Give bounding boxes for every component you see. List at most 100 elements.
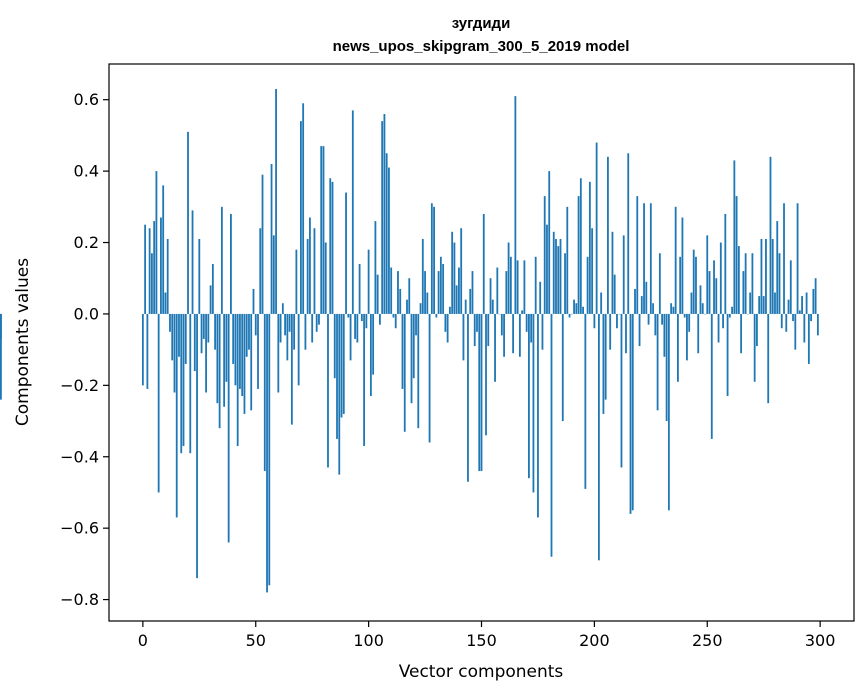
bar-113 — [397, 271, 399, 314]
bar-207 — [609, 313, 612, 350]
bar-57 — [270, 163, 273, 314]
bar-255 — [717, 313, 720, 343]
bar-250 — [706, 235, 709, 314]
bar-71 — [302, 103, 305, 314]
y-tick-label: −0.6 — [60, 519, 99, 538]
bar-270 — [751, 253, 754, 314]
bar-143 — [464, 299, 467, 314]
bar-26 — [200, 313, 203, 354]
bar-111 — [392, 313, 395, 318]
bar-227 — [654, 313, 657, 336]
bar-72 — [304, 313, 307, 350]
bar-281 — [776, 221, 779, 314]
bar-122 — [417, 313, 420, 429]
bar-278 — [769, 156, 772, 314]
bar-262 — [733, 160, 736, 314]
bar-61 — [279, 313, 282, 343]
bar-58 — [272, 235, 275, 314]
bar-17 — [180, 313, 183, 454]
y-tick-label: −0.2 — [60, 376, 99, 395]
bar-264 — [737, 246, 740, 314]
bar-23 — [193, 313, 196, 372]
x-tick-label: 250 — [692, 631, 723, 650]
bar-60 — [277, 313, 280, 393]
bar-263 — [735, 196, 738, 314]
bar-133 — [442, 263, 445, 314]
bar-294 — [805, 292, 808, 314]
bar-93 — [351, 110, 354, 314]
bar-209 — [613, 274, 616, 314]
bar-108 — [385, 153, 388, 314]
bar-210 — [616, 313, 618, 329]
bar-257 — [722, 313, 724, 329]
bar-295 — [807, 313, 810, 364]
bar-171 — [528, 313, 530, 479]
bar-149 — [478, 313, 481, 472]
bar-154 — [489, 278, 492, 314]
bar-181 — [550, 313, 553, 557]
bar-220 — [638, 313, 641, 347]
bar-114 — [399, 288, 402, 314]
bar-35 — [220, 206, 223, 314]
bar-15 — [175, 313, 178, 518]
bar-251 — [708, 271, 711, 314]
bar-22 — [191, 210, 194, 314]
bar-144 — [467, 313, 469, 482]
bar-53 — [261, 174, 264, 314]
bar-124 — [421, 238, 424, 314]
bar-33 — [216, 313, 219, 404]
bar-123 — [419, 303, 422, 314]
bar-186 — [561, 313, 564, 422]
bar-131 — [437, 271, 440, 314]
bar-260 — [728, 313, 731, 318]
bar-166 — [516, 260, 519, 314]
bar-208 — [611, 231, 614, 314]
bar-42 — [236, 313, 239, 447]
bar-130 — [435, 313, 438, 318]
bar-87 — [338, 313, 341, 475]
bar-20 — [187, 131, 189, 314]
bar-284 — [783, 203, 785, 314]
bar-4 — [150, 253, 153, 314]
bar-125 — [424, 271, 426, 314]
bar-132 — [439, 256, 442, 314]
bar-147 — [473, 313, 476, 347]
bar-141 — [460, 228, 463, 314]
bar-52 — [259, 228, 262, 314]
bar-95 — [356, 313, 359, 343]
bars-group — [0, 88, 819, 593]
bar-234 — [670, 303, 673, 314]
bar-86 — [336, 313, 338, 439]
bar-101 — [369, 313, 372, 397]
bar-219 — [636, 196, 639, 314]
bar-230 — [661, 313, 664, 325]
bar-275 — [762, 296, 765, 314]
bar-182 — [552, 231, 555, 314]
bar-155 — [491, 299, 494, 314]
bar-64 — [286, 313, 289, 361]
bar-102 — [372, 313, 375, 375]
bar-62 — [281, 303, 284, 314]
bar-0 — [141, 313, 144, 386]
bar-244 — [692, 249, 695, 314]
bar-232 — [665, 313, 668, 422]
x-axis-ticks: 0 50 100 150 200 250 300 — [138, 621, 835, 650]
bar-272 — [756, 313, 758, 347]
y-tick-label: 0.4 — [74, 162, 99, 181]
bar-233 — [667, 313, 670, 511]
bar-170 — [525, 313, 528, 332]
bar-117 — [406, 299, 408, 314]
bar-180 — [548, 171, 551, 314]
bar-94 — [354, 313, 356, 339]
bar-127 — [428, 313, 431, 443]
bar-271 — [753, 313, 756, 382]
bar-110 — [390, 267, 393, 314]
bar-288 — [792, 313, 794, 322]
y-tick-label: −0.4 — [60, 447, 99, 466]
bar-140 — [458, 267, 460, 314]
bar-43 — [239, 313, 241, 389]
bar-212 — [620, 313, 623, 468]
bar-238 — [679, 256, 682, 314]
bar-126 — [426, 292, 429, 314]
bar-73 — [306, 238, 309, 314]
